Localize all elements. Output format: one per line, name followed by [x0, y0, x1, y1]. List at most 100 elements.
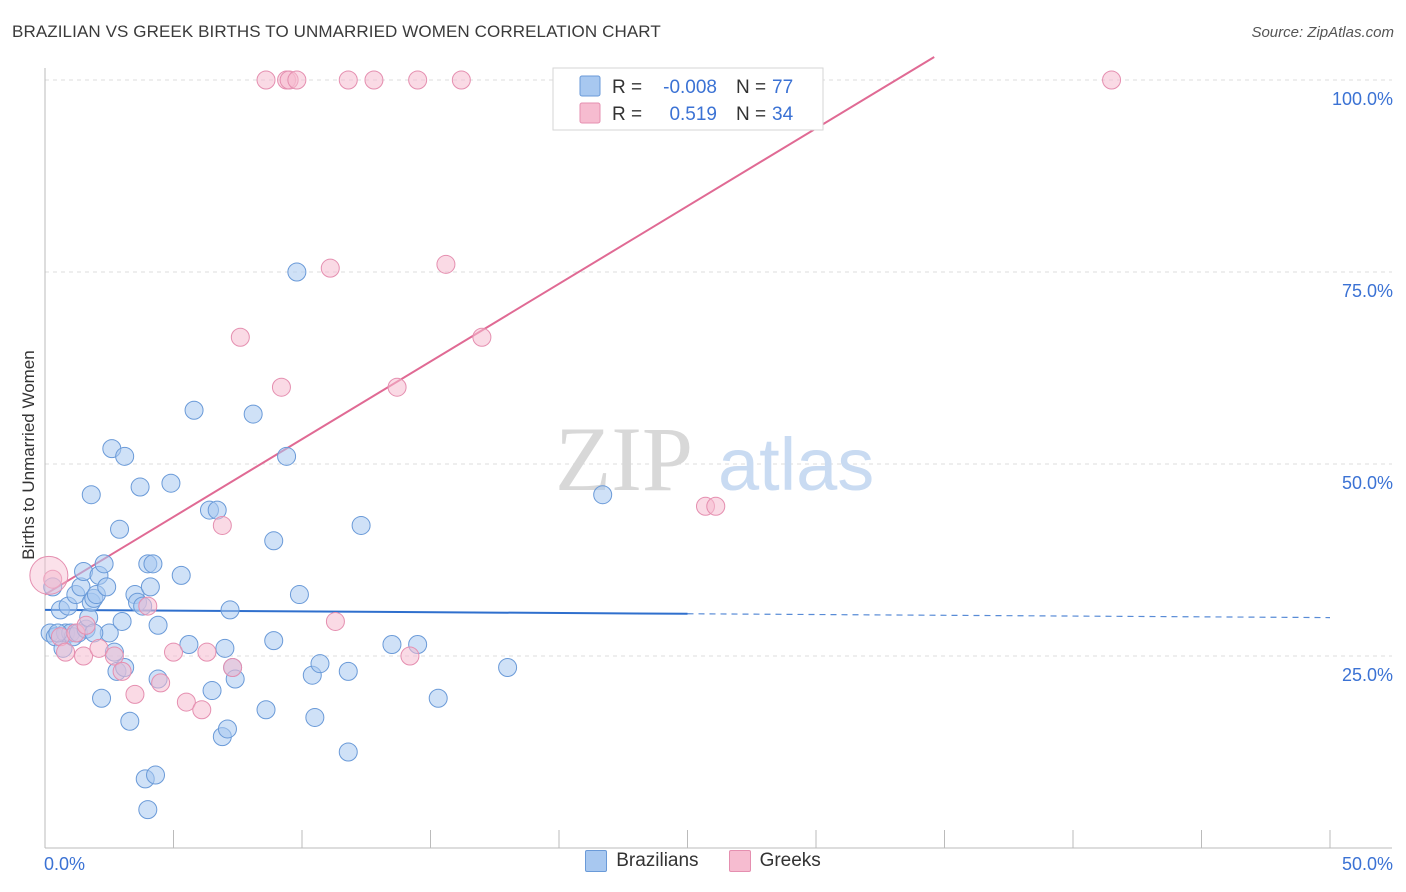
greeks-point [271, 377, 291, 397]
brazilians-point [593, 485, 613, 505]
greeks-point [112, 661, 132, 681]
brazilians-point [97, 577, 117, 597]
grid-lines [45, 79, 1392, 657]
brazilians-point [264, 631, 284, 651]
watermark: ZIP atlas [555, 408, 874, 510]
greeks-point [387, 377, 407, 397]
greeks-point [151, 673, 171, 693]
greeks-point [436, 254, 456, 274]
greeks-point [325, 611, 345, 631]
brazilians-point [287, 262, 307, 282]
correlation-legend: R = -0.008 N = 77 R = 0.519 N = 34 [552, 67, 824, 131]
brazilians-point [143, 554, 163, 574]
brazilians-point [161, 473, 181, 493]
brazilians-point [146, 765, 166, 785]
y-tick-label: 100.0% [1332, 89, 1393, 109]
legend-greeks-swatch [579, 102, 601, 124]
greeks-point [125, 684, 145, 704]
brazilians-point [179, 634, 199, 654]
greeks-point [408, 70, 428, 90]
axes [44, 68, 1392, 849]
legend-n-label-1: N = [736, 77, 766, 98]
greeks-point [56, 642, 76, 662]
series-legend: Brazilians Greeks [0, 850, 1406, 872]
tick-labels: 25.0% 50.0% 75.0% 100.0% 0.0% 50.0% [44, 89, 1393, 874]
brazilians-point [305, 707, 325, 727]
greeks-point [287, 70, 307, 90]
greeks-point [400, 646, 420, 666]
greeks-point [138, 596, 158, 616]
greeks-point [192, 700, 212, 720]
y-tick-label: 75.0% [1342, 281, 1393, 301]
y-tick-label: 25.0% [1342, 665, 1393, 685]
greeks-point [212, 515, 232, 535]
greeks-point [256, 70, 276, 90]
brazilians-point [110, 519, 130, 539]
greeks-point [320, 258, 340, 278]
x-tick-label-min: 0.0% [44, 854, 85, 874]
legend-label-greeks: Greeks [759, 850, 821, 871]
greeks-point [197, 642, 217, 662]
brazilians-point [220, 600, 240, 620]
brazilians-point [382, 634, 402, 654]
brazilians-point [243, 404, 263, 424]
greeks-point [706, 496, 726, 516]
brazilians-point [81, 485, 101, 505]
brazilians-point [148, 615, 168, 635]
legend-item-brazilians[interactable]: Brazilians [585, 850, 699, 872]
greeks-swatch [728, 850, 751, 872]
brazilians-swatch [585, 850, 608, 872]
greeks-point [176, 692, 196, 712]
greeks-point [223, 658, 243, 678]
brazilians-point [338, 742, 358, 762]
legend-n-label-2: N = [736, 104, 766, 125]
greeks-point [364, 70, 384, 90]
brazilians-point [115, 446, 135, 466]
brazilians-point [338, 661, 358, 681]
brazilians-point [256, 700, 276, 720]
brazilians-point [112, 611, 132, 631]
y-tick-label: 50.0% [1342, 473, 1393, 493]
legend-r-label-2: R = [612, 104, 642, 125]
brazilians-point [498, 658, 518, 678]
brazilians-trend-extension [687, 613, 1331, 619]
brazilians-point [217, 719, 237, 739]
greeks-point [76, 615, 96, 635]
greeks-point-large [29, 555, 69, 595]
greeks-point [43, 569, 63, 589]
greeks-point [74, 646, 94, 666]
brazilians-point [428, 688, 448, 708]
y-axis-label: Births to Unmarried Women [19, 350, 38, 559]
brazilians-point [277, 446, 297, 466]
watermark-zip: ZIP [555, 408, 693, 510]
chart-title: BRAZILIAN VS GREEK BIRTHS TO UNMARRIED W… [12, 22, 661, 41]
greeks-points [29, 70, 1122, 720]
legend-r-value-2: 0.519 [669, 104, 717, 125]
brazilians-point [351, 515, 371, 535]
x-tick-label-max: 50.0% [1342, 854, 1393, 874]
greeks-point [230, 327, 250, 347]
legend-n-value-1: 77 [772, 77, 793, 98]
legend-item-greeks[interactable]: Greeks [728, 850, 821, 872]
legend-n-value-2: 34 [772, 104, 794, 125]
brazilians-point [92, 688, 112, 708]
greeks-point [164, 642, 183, 662]
brazilians-point [310, 654, 330, 674]
brazilians-point [184, 400, 204, 420]
brazilians-point [120, 711, 140, 731]
brazilians-point [202, 681, 222, 701]
greeks-point [1102, 70, 1122, 90]
brazilians-points [40, 262, 613, 820]
brazilians-point [289, 585, 309, 605]
brazilians-point [264, 531, 284, 551]
brazilians-point [140, 577, 160, 597]
legend-r-label-1: R = [612, 77, 642, 98]
watermark-atlas: atlas [718, 423, 874, 506]
greeks-point [104, 646, 124, 666]
brazilians-point [215, 638, 235, 658]
greeks-point [89, 638, 109, 658]
brazilians-point [171, 565, 191, 585]
greeks-point [451, 70, 471, 90]
brazilians-point [94, 554, 114, 574]
